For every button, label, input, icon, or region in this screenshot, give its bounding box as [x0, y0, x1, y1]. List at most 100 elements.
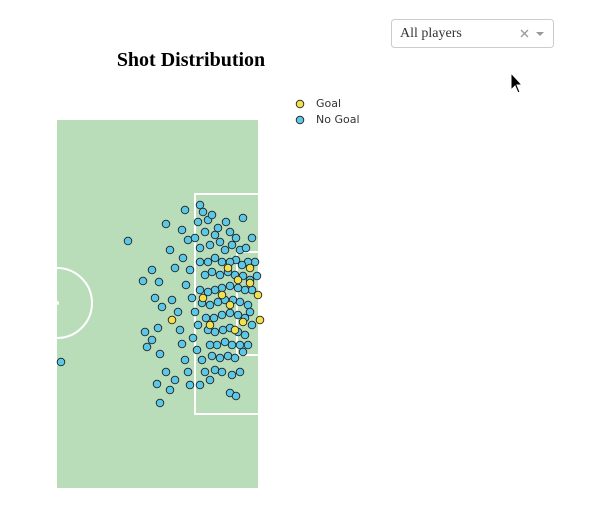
- center-circle: [56, 267, 93, 339]
- shot-point: [247, 320, 257, 330]
- shot-point: [245, 278, 255, 288]
- shot-point: [240, 330, 250, 340]
- shot-point: [140, 327, 150, 337]
- shot-point: [155, 349, 165, 359]
- shot-point: [235, 340, 245, 350]
- shot-point: [215, 353, 225, 363]
- shot-point: [183, 367, 193, 377]
- shot-point: [243, 300, 253, 310]
- legend-label: No Goal: [316, 113, 360, 126]
- shot-point: [177, 225, 187, 235]
- shot-point: [227, 340, 237, 350]
- shot-point: [138, 276, 148, 286]
- shot-point: [198, 293, 208, 303]
- shot-point: [205, 320, 215, 330]
- shot-point: [152, 379, 162, 389]
- shot-point: [200, 227, 210, 237]
- shot-point: [173, 307, 183, 317]
- shot-point: [190, 233, 200, 243]
- shot-point: [180, 205, 190, 215]
- shot-point: [142, 342, 152, 352]
- shot-point: [195, 200, 205, 210]
- penalty-box: [194, 193, 258, 415]
- shot-point: [207, 210, 217, 220]
- shot-point: [195, 380, 205, 390]
- dropdown-value[interactable]: All players: [400, 26, 462, 41]
- shot-point: [167, 315, 177, 325]
- shot-point: [154, 277, 164, 287]
- shot-point: [238, 317, 248, 327]
- shot-point: [235, 367, 245, 377]
- shot-point: [231, 391, 241, 401]
- shot-point: [238, 213, 248, 223]
- shot-point: [221, 217, 231, 227]
- shot-point: [210, 365, 220, 375]
- shot-point: [165, 245, 175, 255]
- legend: Goal No Goal: [295, 97, 360, 126]
- shot-point: [233, 275, 243, 285]
- shot-point: [225, 227, 235, 237]
- dropdown-arrow[interactable]: [536, 32, 544, 36]
- shot-point: [123, 236, 133, 246]
- shot-point: [217, 310, 227, 320]
- shot-point: [213, 297, 223, 307]
- shot-point: [165, 385, 175, 395]
- shot-point: [233, 310, 243, 320]
- shot-point: [201, 313, 211, 323]
- shot-point: [185, 380, 195, 390]
- shot-point: [238, 347, 248, 357]
- shot-point: [233, 283, 243, 293]
- dropdown-box[interactable]: [391, 19, 554, 48]
- shot-point: [235, 297, 245, 307]
- shot-point: [225, 308, 235, 318]
- shot-point: [205, 340, 215, 350]
- shot-point: [200, 270, 210, 280]
- shot-point: [217, 257, 227, 267]
- shot-point: [217, 290, 227, 300]
- shot-point: [223, 351, 233, 361]
- shot-point: [255, 315, 265, 325]
- shot-point: [181, 280, 191, 290]
- shot-point: [207, 351, 217, 361]
- shot-point: [205, 300, 215, 310]
- shot-point: [245, 263, 255, 273]
- shot-point: [212, 340, 222, 350]
- player-dropdown[interactable]: All players: [391, 19, 554, 48]
- shot-point: [203, 257, 213, 267]
- shot-point: [227, 370, 237, 380]
- shot-point: [195, 285, 205, 295]
- shot-point: [177, 339, 187, 349]
- shot-point: [241, 243, 251, 253]
- points: [56, 200, 265, 408]
- shot-point: [213, 223, 223, 233]
- shot-point: [190, 307, 200, 317]
- shot-point: [56, 357, 66, 367]
- shot-point: [170, 375, 180, 385]
- legend-marker: [295, 115, 305, 125]
- shot-point: [225, 300, 235, 310]
- shot-point: [155, 398, 165, 408]
- shot-point: [220, 245, 230, 255]
- shot-point: [215, 237, 225, 247]
- shot-point: [175, 325, 185, 335]
- shot-point: [207, 267, 217, 277]
- shot-point: [210, 327, 220, 337]
- shot-point: [218, 325, 228, 335]
- clear-icon[interactable]: [520, 29, 529, 38]
- shot-point: [245, 307, 255, 317]
- shot-point: [227, 240, 237, 250]
- shot-point: [230, 353, 240, 363]
- shot-point: [150, 293, 160, 303]
- shot-point: [185, 265, 195, 275]
- legend-label: Goal: [316, 97, 341, 110]
- shot-point: [200, 367, 210, 377]
- shot-point: [198, 207, 208, 217]
- shot-point: [183, 235, 193, 245]
- shot-point: [195, 243, 205, 253]
- shot-point: [220, 337, 230, 347]
- shot-point: [193, 320, 203, 330]
- shot-point: [161, 367, 171, 377]
- shot-point: [209, 313, 219, 323]
